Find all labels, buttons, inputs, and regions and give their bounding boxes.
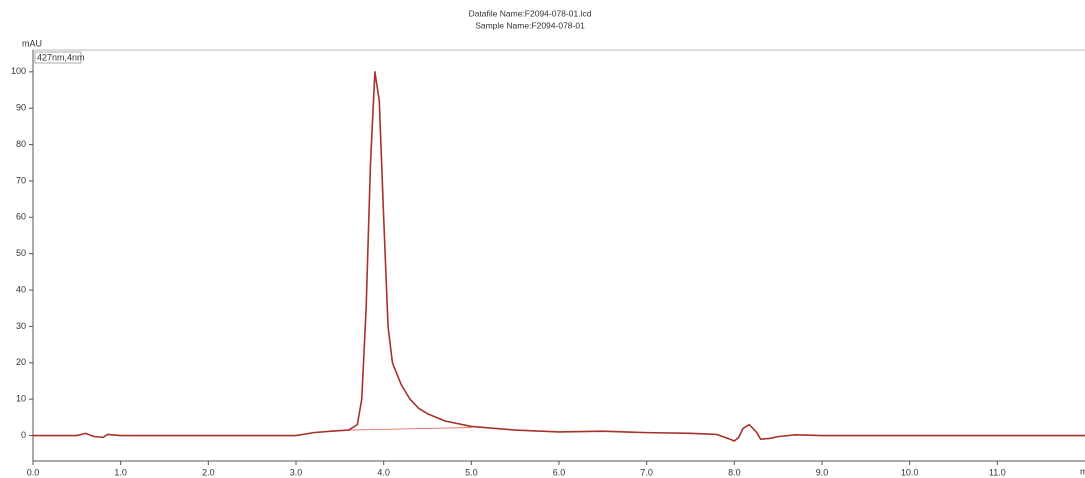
y-tick-label: 90	[16, 103, 26, 113]
baseline	[348, 427, 472, 431]
x-tick-label: 3.0	[290, 467, 303, 477]
y-tick-label: 70	[16, 175, 26, 185]
x-tick-label: 2.0	[202, 467, 215, 477]
y-tick-label: 80	[16, 139, 26, 149]
chart-title: Datafile Name:F2094-078-01.lcd	[469, 8, 592, 18]
x-tick-label: 9.0	[816, 467, 829, 477]
x-tick-label: 6.0	[553, 467, 566, 477]
y-tick-label: 10	[16, 394, 26, 404]
x-axis-label: min	[1080, 466, 1085, 476]
y-tick-label: 20	[16, 357, 26, 367]
y-tick-label: 100	[11, 66, 26, 76]
series-line	[33, 71, 1085, 442]
y-tick-label: 40	[16, 284, 26, 294]
x-tick-label: 0.0	[27, 467, 40, 477]
chart-subtitle: Sample Name:F2094-078-01	[475, 20, 585, 30]
x-tick-label: 10.0	[901, 467, 919, 477]
legend-box	[34, 51, 82, 64]
y-axis-label: mAU	[22, 38, 42, 48]
x-tick-label: 4.0	[377, 467, 390, 477]
y-tick-label: 0	[21, 430, 26, 440]
x-tick-label: 11.0	[989, 467, 1006, 477]
y-tick-label: 50	[16, 248, 26, 258]
y-tick-label: 60	[16, 212, 26, 222]
x-tick-label: 8.0	[728, 467, 741, 477]
y-tick-label: 30	[16, 321, 26, 331]
x-tick-label: 7.0	[640, 467, 653, 477]
x-tick-label: 5.0	[465, 467, 478, 477]
x-tick-label: 1.0	[114, 467, 127, 477]
legend-label: 427nm,4nm	[37, 52, 85, 62]
